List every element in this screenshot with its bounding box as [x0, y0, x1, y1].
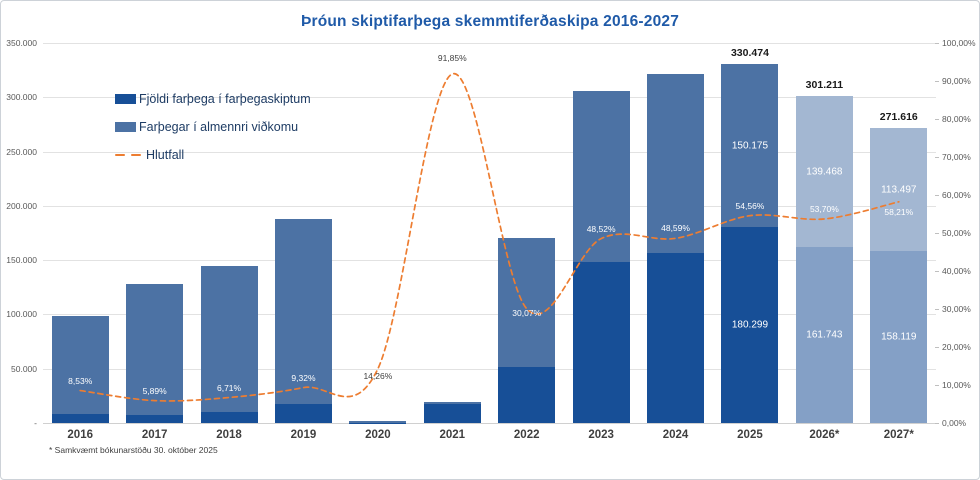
bar-segment-transit	[647, 253, 705, 423]
left-axis-tick-label: 50.000	[11, 363, 37, 374]
hlutfall-percent-label: 6,71%	[216, 382, 242, 393]
bar-segment-transit	[126, 414, 184, 423]
x-axis-category-label: 2022	[513, 429, 540, 441]
right-axis-tick-label: 60,00%	[942, 190, 971, 200]
hlutfall-percent-label: 58,21%	[884, 206, 914, 217]
chart-title: Þróun skiptifarþega skemmtiferðaskipa 20…	[300, 13, 680, 30]
x-axis-category-label: 2026*	[809, 429, 840, 441]
right-axis-tick	[935, 347, 939, 348]
right-axis-tick-label: 40,00%	[942, 266, 971, 276]
general-segment-value-label: 139.468	[806, 166, 843, 178]
x-axis-category-label: 2024	[662, 429, 689, 441]
x-axis-category-label: 2018	[216, 429, 242, 441]
dashed-line-swatch-icon	[115, 153, 141, 157]
right-axis-tick	[935, 157, 939, 158]
bar-segment-general	[51, 315, 109, 414]
right-axis-tick	[935, 309, 939, 310]
bar-segment-general	[572, 90, 630, 262]
x-axis-category-label: 2025	[737, 429, 763, 441]
right-axis-tick-label: 30,00%	[942, 304, 971, 314]
transit-series-swatch-icon	[115, 94, 136, 104]
transit-segment-value-label: 161.743	[806, 329, 843, 341]
bar-segment-general	[349, 421, 407, 423]
bar-segment-transit	[572, 261, 630, 423]
hlutfall-percent-label: 53,70%	[809, 203, 839, 214]
legend-label-transit: Fjöldi farþega í farþegaskiptum	[139, 92, 311, 106]
left-axis-tick-label: 150.000	[6, 255, 37, 266]
right-axis-tick-label: 0,00%	[942, 418, 967, 428]
right-axis-tick-label: 70,00%	[942, 152, 971, 162]
general-segment-value-label: 113.497	[881, 184, 917, 196]
legend-label-general: Farþegar í almennri viðkomu	[139, 120, 299, 134]
legend-item-transit: Fjöldi farþega í farþegaskiptum	[115, 89, 311, 109]
bar-segment-general	[498, 238, 556, 368]
bar-segment-transit	[51, 413, 109, 423]
hlutfall-percent-label: 14,26%	[363, 370, 393, 381]
hlutfall-percent-label: 48,59%	[661, 223, 690, 234]
bar-total-label: 301.211	[805, 78, 844, 91]
hlutfall-percent-label: 8,53%	[68, 375, 93, 386]
legend: Fjöldi farþega í farþegaskiptum Farþegar…	[115, 89, 311, 173]
gridline	[43, 423, 936, 424]
transit-segment-value-label: 158.119	[881, 331, 917, 343]
x-axis-category-label: 2023	[588, 429, 614, 441]
bar-segment-transit	[200, 412, 258, 423]
transit-segment-value-label: 180.299	[731, 319, 769, 331]
right-axis-tick	[935, 43, 939, 44]
right-axis-tick	[935, 119, 939, 120]
right-axis-tick	[935, 385, 939, 386]
x-axis-category-label: 2021	[439, 429, 466, 441]
right-axis-tick-label: 20,00%	[942, 342, 971, 352]
bar-segment-transit	[423, 403, 481, 423]
legend-item-hlutfall: Hlutfall	[115, 145, 311, 165]
right-axis-tick-label: 50,00%	[942, 228, 971, 238]
legend-item-general: Farþegar í almennri viðkomu	[115, 117, 311, 137]
left-axis-tick-label: 100.000	[6, 309, 37, 320]
general-segment-value-label: 150.175	[731, 140, 769, 152]
hlutfall-percent-label: 9,32%	[291, 372, 316, 383]
right-axis-tick	[935, 233, 939, 234]
left-axis-tick-label: 350.000	[6, 38, 37, 48]
left-axis-tick-label: -	[34, 418, 37, 428]
x-axis-category-label: 2020	[365, 429, 391, 441]
general-series-swatch-icon	[115, 122, 136, 132]
right-axis-tick	[935, 195, 939, 196]
right-axis-tick-label: 90,00%	[942, 76, 971, 86]
right-axis-tick-label: 10,00%	[942, 380, 971, 390]
bar-segment-transit	[274, 403, 332, 423]
left-axis-tick-label: 200.000	[6, 200, 37, 211]
bar-segment-transit	[498, 367, 556, 423]
left-axis-tick-label: 250.000	[6, 146, 37, 157]
hlutfall-percent-label: 30,07%	[512, 307, 542, 318]
hlutfall-percent-label: 91,85%	[437, 52, 467, 63]
hlutfall-percent-label: 5,89%	[142, 385, 167, 396]
x-axis-category-label: 2027*	[883, 429, 914, 441]
hlutfall-percent-label: 54,56%	[735, 200, 765, 211]
gridline	[43, 43, 936, 44]
footnote: * Samkvæmt bókunarstöðu 30. október 2025	[49, 445, 218, 455]
bar-total-label: 271.616	[879, 111, 918, 124]
right-axis-tick	[935, 81, 939, 82]
right-axis-tick	[935, 271, 939, 272]
x-axis-category-label: 2019	[290, 429, 317, 441]
x-axis-category-label: 2016	[67, 429, 93, 441]
right-axis-tick-label: 80,00%	[942, 114, 971, 124]
right-axis-tick-label: 100,00%	[942, 38, 976, 48]
x-axis-category-label: 2017	[141, 429, 168, 441]
bar-segment-general	[423, 401, 481, 404]
left-axis-tick-label: 300.000	[6, 92, 37, 103]
bar-total-label: 330.474	[730, 47, 769, 60]
legend-label-hlutfall: Hlutfall	[146, 148, 185, 162]
hlutfall-percent-label: 48,52%	[586, 223, 616, 234]
right-axis-tick	[935, 423, 939, 424]
